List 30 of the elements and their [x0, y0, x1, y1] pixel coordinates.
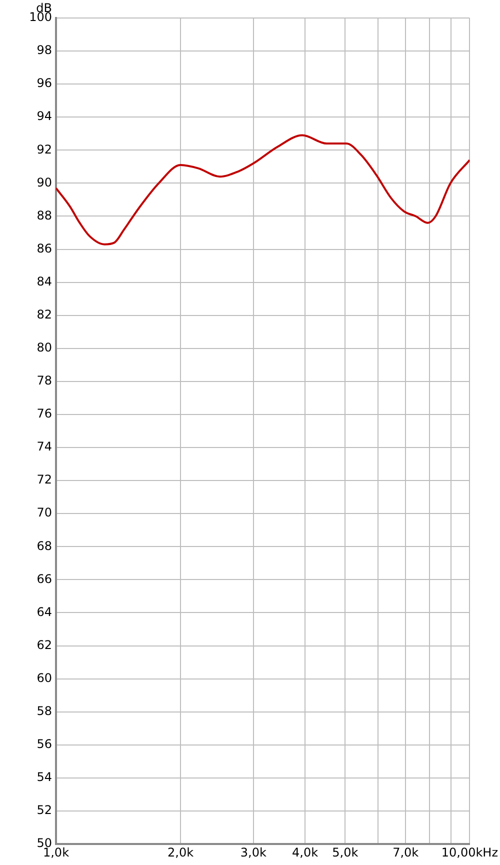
y-tick-label: 68	[36, 538, 52, 553]
x-tick-label: 4,0k	[292, 845, 318, 860]
y-tick-label: 86	[36, 241, 52, 256]
y-tick-label: 80	[36, 340, 52, 355]
x-tick-label: 2,0k	[168, 845, 194, 860]
y-tick-label: 74	[36, 440, 52, 454]
y-tick-label: 54	[36, 770, 52, 784]
y-tick-label: 66	[36, 572, 52, 586]
y-tick-label: 92	[36, 142, 52, 156]
y-tick-label: 96	[36, 76, 52, 90]
x-tick-label: 3,0k	[240, 845, 266, 860]
y-tick-label: 72	[36, 472, 52, 487]
y-tick-label: 90	[36, 175, 52, 190]
y-tick-label: 64	[36, 604, 52, 619]
y-tick-label: 82	[36, 307, 52, 322]
y-tick-label: 88	[36, 208, 52, 222]
y-tick-label: 94	[36, 109, 52, 124]
y-tick-label: 56	[36, 737, 52, 752]
y-tick-label: 58	[36, 704, 52, 718]
x-tick-label: 5,0k	[332, 845, 358, 860]
y-tick-label: 76	[36, 406, 52, 421]
y-tick-label: 52	[36, 803, 52, 818]
y-tick-label: 70	[36, 506, 52, 520]
y-tick-label: 60	[36, 670, 52, 685]
x-tick-label: 7,0k	[392, 845, 419, 860]
y-tick-label: 78	[36, 374, 52, 388]
y-tick-label: 84	[36, 274, 52, 288]
y-tick-label: 98	[36, 43, 52, 58]
x-tick-label: 10,00kHz	[441, 845, 498, 860]
y-tick-label: 62	[36, 638, 52, 652]
